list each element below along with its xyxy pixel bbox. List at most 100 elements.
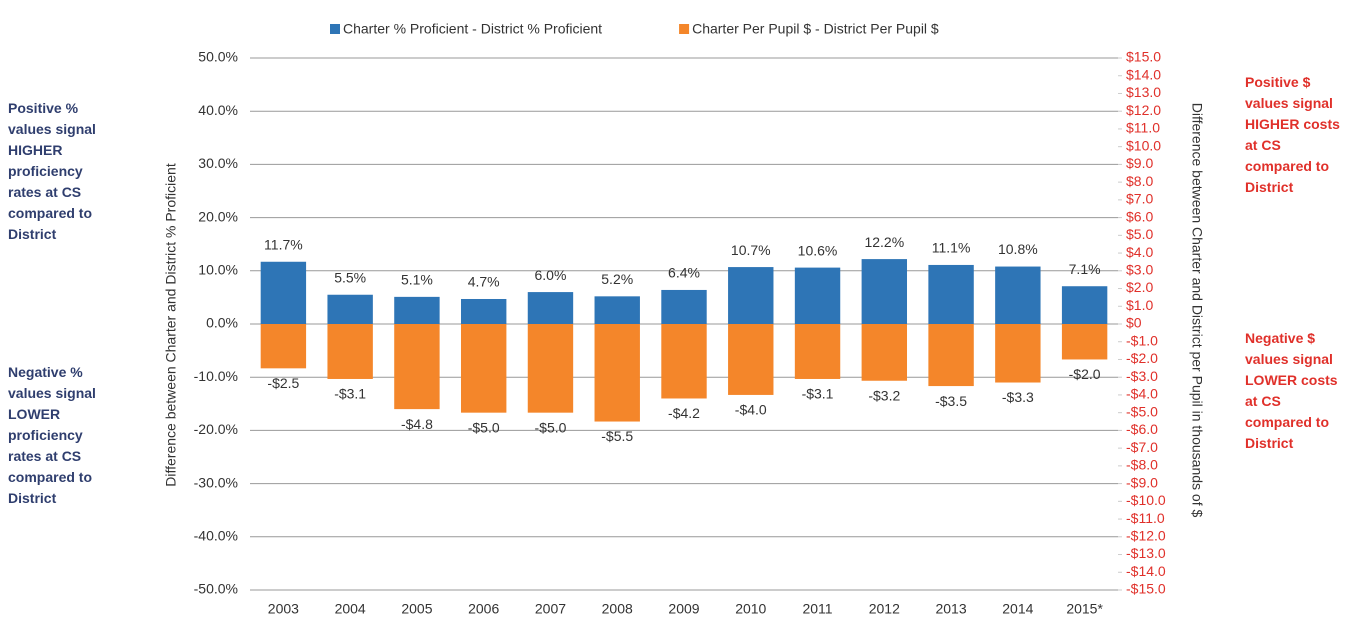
data-label: 4.7% xyxy=(468,274,500,290)
bar xyxy=(861,324,908,381)
x-tick-label: 2015* xyxy=(1066,601,1103,617)
data-label: 11.1% xyxy=(932,240,971,256)
legend-label: Charter % Proficient - District % Profic… xyxy=(343,21,602,37)
y2-tick-label: $6.0 xyxy=(1126,208,1153,224)
bar xyxy=(794,324,841,379)
x-tick-label: 2013 xyxy=(935,601,966,617)
x-tick-label: 2006 xyxy=(468,601,499,617)
y-tick-label: -20.0% xyxy=(194,421,238,437)
x-tick-label: 2005 xyxy=(401,601,432,617)
y2-tick-label: -$12.0 xyxy=(1126,528,1166,544)
bar xyxy=(661,289,707,324)
y-tick-label: -40.0% xyxy=(194,528,238,544)
y2-tick-label: -$3.0 xyxy=(1126,368,1158,384)
y-tick-label: 40.0% xyxy=(198,102,238,118)
y2-tick-label: -$13.0 xyxy=(1126,545,1166,561)
y2-tick-label: $15.0 xyxy=(1126,49,1161,65)
y-tick-label: -10.0% xyxy=(194,368,238,384)
legend-swatch xyxy=(679,24,690,34)
data-label: -$3.3 xyxy=(1002,389,1034,405)
y2-tick-label: -$1.0 xyxy=(1126,332,1158,348)
bar xyxy=(460,298,507,324)
y2-tick-label: $11.0 xyxy=(1126,120,1160,136)
y2-tick-label: -$8.0 xyxy=(1126,457,1158,473)
y-tick-label: 30.0% xyxy=(198,155,238,171)
y2-tick-label: $5.0 xyxy=(1126,226,1153,242)
y2-tick-label: -$7.0 xyxy=(1126,439,1158,455)
annotation: Negative $ values signal LOWER costs at … xyxy=(1245,330,1338,451)
bar xyxy=(995,266,1041,324)
data-label: -$3.1 xyxy=(802,386,834,402)
bar xyxy=(460,324,507,413)
data-label: 6.4% xyxy=(668,265,700,281)
bar xyxy=(260,324,307,369)
legend-label: Charter Per Pupil $ - District Per Pupil… xyxy=(692,21,939,37)
bar xyxy=(861,259,908,324)
bar xyxy=(661,324,707,399)
data-label: 10.6% xyxy=(798,242,838,258)
y2-tick-label: -$6.0 xyxy=(1126,421,1158,437)
x-tick-label: 2008 xyxy=(602,601,633,617)
bar xyxy=(327,324,373,379)
data-label: -$5.0 xyxy=(535,419,567,435)
x-tick-label: 2004 xyxy=(335,601,366,617)
annotation: Positive % values signal HIGHER proficie… xyxy=(8,100,96,242)
data-label: -$5.5 xyxy=(601,428,633,444)
data-label: -$2.0 xyxy=(1069,366,1101,382)
y2-tick-label: $8.0 xyxy=(1126,173,1153,189)
data-label: 7.1% xyxy=(1069,261,1101,277)
bar xyxy=(928,264,974,324)
data-label: 10.8% xyxy=(998,241,1038,257)
bar xyxy=(394,324,440,410)
x-tick-label: 2011 xyxy=(802,601,832,617)
legend-swatch xyxy=(330,24,340,34)
data-label: -$2.5 xyxy=(267,375,299,391)
bar xyxy=(260,261,307,324)
x-tick-label: 2010 xyxy=(735,601,766,617)
y2-tick-label: $2.0 xyxy=(1126,279,1153,295)
y2-tick-label: -$14.0 xyxy=(1126,563,1166,579)
y2-tick-label: $10.0 xyxy=(1126,137,1161,153)
x-tick-label: 2012 xyxy=(869,601,900,617)
bar xyxy=(794,267,841,324)
y2-tick-label: -$2.0 xyxy=(1126,350,1158,366)
data-label: -$3.5 xyxy=(935,393,967,409)
bar xyxy=(327,294,373,324)
data-label: -$4.8 xyxy=(401,416,433,432)
data-label: -$5.0 xyxy=(468,419,500,435)
data-label: -$4.0 xyxy=(735,402,767,418)
bar xyxy=(594,324,640,422)
y2-tick-label: $12.0 xyxy=(1126,102,1161,118)
y2-tick-label: -$9.0 xyxy=(1126,474,1158,490)
bar xyxy=(995,324,1041,383)
bar xyxy=(594,296,640,324)
y-tick-label: -50.0% xyxy=(194,581,238,597)
y-tick-label: 50.0% xyxy=(198,49,238,65)
data-label: 10.7% xyxy=(731,242,771,258)
y2-tick-label: $13.0 xyxy=(1126,84,1161,100)
y2-tick-label: $1.0 xyxy=(1126,297,1153,313)
y-tick-label: 0.0% xyxy=(206,315,238,331)
data-label: -$3.2 xyxy=(868,387,900,403)
y2-tick-label: $4.0 xyxy=(1126,244,1153,260)
bar xyxy=(1061,324,1108,360)
y-tick-label: 10.0% xyxy=(198,262,238,278)
data-label: 6.0% xyxy=(535,267,567,283)
annotation: Negative % values signal LOWER proficien… xyxy=(8,364,96,506)
bar xyxy=(728,267,774,324)
bar xyxy=(527,324,574,413)
data-label: -$3.1 xyxy=(334,386,366,402)
data-label: -$4.2 xyxy=(668,405,700,421)
y2-tick-label: -$10.0 xyxy=(1126,492,1166,508)
x-tick-label: 2014 xyxy=(1002,601,1033,617)
data-label: 11.7% xyxy=(264,236,303,252)
y2-tick-label: -$15.0 xyxy=(1126,581,1166,597)
bar xyxy=(728,324,774,395)
data-label: 5.5% xyxy=(334,269,366,285)
y-tick-label: 20.0% xyxy=(198,208,238,224)
x-tick-label: 2007 xyxy=(535,601,566,617)
x-tick-label: 2003 xyxy=(268,601,299,617)
bar xyxy=(394,296,440,324)
